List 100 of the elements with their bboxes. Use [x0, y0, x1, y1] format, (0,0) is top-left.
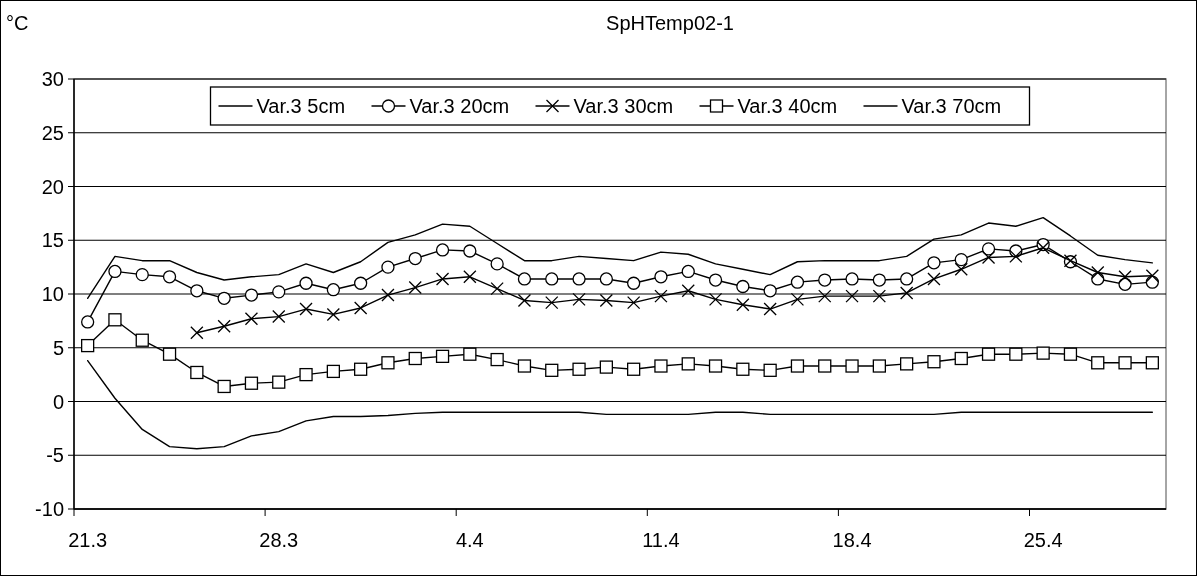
- point: [135, 268, 149, 282]
- point: [299, 302, 313, 316]
- x-tick-label: 28.3: [259, 529, 299, 551]
- point: [790, 292, 805, 307]
- y-tick-label: -10: [35, 498, 64, 520]
- y-tick-label: 10: [41, 283, 64, 305]
- legend-label: Var.3 70cm: [901, 95, 1002, 117]
- x-tick-label: 21.3: [68, 529, 108, 551]
- point: [1009, 347, 1023, 361]
- point: [1063, 347, 1078, 361]
- point: [272, 309, 286, 324]
- point: [736, 362, 750, 376]
- point: [408, 280, 422, 295]
- point: [545, 295, 559, 310]
- point: [790, 359, 805, 373]
- point: [927, 256, 941, 270]
- point: [463, 244, 477, 258]
- point: [162, 347, 177, 361]
- point: [108, 264, 122, 279]
- point: [1145, 269, 1159, 283]
- point: [790, 275, 805, 289]
- point: [490, 352, 504, 367]
- point: [872, 289, 886, 303]
- point: [381, 260, 395, 274]
- point: [736, 298, 750, 312]
- point: [708, 359, 723, 373]
- y-tick-label: 20: [41, 175, 64, 198]
- y-tick-label: 30: [41, 68, 64, 90]
- point: [572, 292, 586, 307]
- point: [272, 285, 286, 299]
- point: [517, 359, 532, 373]
- point: [81, 315, 95, 329]
- point: [190, 326, 204, 340]
- point: [545, 363, 559, 377]
- y-tick-label: 5: [52, 336, 64, 359]
- point: [244, 376, 259, 390]
- point: [190, 284, 204, 298]
- point: [408, 251, 422, 266]
- point: [354, 362, 368, 376]
- point: [681, 357, 695, 371]
- point: [845, 359, 859, 373]
- point: [845, 272, 859, 286]
- point: [1036, 241, 1050, 255]
- point: [326, 283, 340, 297]
- point: [490, 281, 504, 296]
- point: [818, 359, 832, 373]
- point: [763, 302, 777, 316]
- point: [108, 313, 122, 327]
- point: [599, 293, 613, 308]
- point: [244, 288, 259, 302]
- point: [1091, 356, 1105, 370]
- point: [872, 273, 886, 287]
- point: [162, 270, 177, 284]
- point: [217, 291, 231, 305]
- legend-label: Var.3 40cm: [737, 95, 838, 117]
- point: [763, 363, 777, 377]
- point: [435, 243, 450, 257]
- point: [272, 375, 286, 389]
- point: [463, 347, 477, 361]
- point: [954, 252, 968, 267]
- point: [900, 357, 914, 371]
- point: [517, 293, 532, 308]
- y-axis-title: °C: [6, 12, 29, 34]
- point: [818, 289, 832, 303]
- point: [1118, 356, 1132, 370]
- point: [654, 359, 668, 373]
- point: [599, 360, 613, 374]
- legend-label: Var.3 20cm: [409, 95, 510, 117]
- point: [244, 312, 259, 326]
- point: [681, 264, 695, 279]
- point: [326, 307, 340, 322]
- point: [654, 289, 668, 303]
- point: [1009, 249, 1023, 264]
- point: [927, 355, 941, 369]
- point: [135, 333, 149, 347]
- point: [408, 351, 422, 366]
- point: [190, 365, 204, 380]
- point: [435, 349, 450, 363]
- point: [435, 272, 450, 286]
- point: [217, 379, 231, 394]
- point: [490, 257, 504, 271]
- point: [545, 272, 559, 286]
- legend-label: Var.3 5cm: [256, 95, 346, 117]
- x-tick-label: 18.4: [832, 529, 872, 551]
- x-tick-label: 25.4: [1023, 529, 1063, 551]
- point: [1036, 346, 1050, 360]
- legend-label: Var.3 30cm: [573, 95, 674, 117]
- point: [1091, 265, 1105, 280]
- point: [354, 276, 368, 290]
- y-tick-label: 15: [41, 229, 64, 252]
- point: [927, 272, 941, 286]
- x-tick-label: 4.4: [455, 529, 484, 551]
- point: [1145, 356, 1159, 370]
- point: [217, 319, 231, 333]
- point: [981, 242, 996, 256]
- point: [572, 272, 586, 286]
- point: [900, 272, 914, 286]
- point: [299, 276, 313, 290]
- y-tick-label: 0: [52, 390, 64, 413]
- point: [845, 289, 859, 303]
